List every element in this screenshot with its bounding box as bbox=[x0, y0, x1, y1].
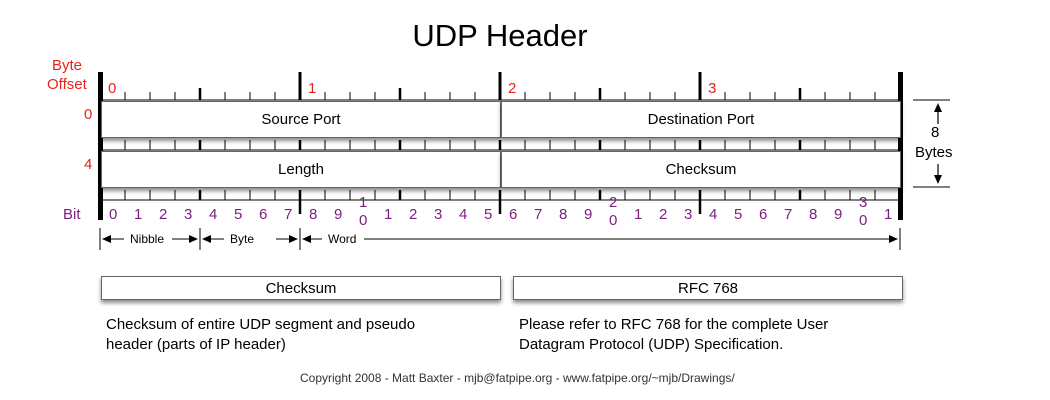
right-bar bbox=[898, 72, 903, 220]
note-rfc-text-line1: Please refer to RFC 768 for the complete… bbox=[519, 316, 829, 333]
bit-number-ones: 0 bbox=[359, 212, 368, 229]
byte-offset-label-line1: Byte bbox=[52, 57, 83, 74]
byte-offset-label-line2: Offset bbox=[47, 76, 87, 93]
bit-number: 7 bbox=[784, 206, 793, 223]
note-checksum-heading: Checksum bbox=[101, 276, 501, 300]
byte-arrow-left bbox=[202, 235, 211, 243]
bit-number: 4 bbox=[209, 206, 218, 223]
bit-number: 2 bbox=[659, 206, 668, 223]
bit-number-tens: 1 bbox=[359, 194, 368, 211]
word-arrow-right bbox=[889, 235, 898, 243]
row-offset-4: 4 bbox=[84, 156, 93, 173]
word-label: Word bbox=[328, 232, 357, 246]
checksum-field: Checksum bbox=[501, 151, 901, 188]
bit-number: 1 bbox=[134, 206, 143, 223]
bit-number: 7 bbox=[284, 206, 293, 223]
byte-arrow-right bbox=[289, 235, 298, 243]
length-field: Length bbox=[101, 151, 501, 188]
bit-number: 8 bbox=[809, 206, 818, 223]
down-arrow bbox=[934, 175, 942, 184]
bit-number-tens: 3 bbox=[859, 194, 868, 211]
bit-number: 2 bbox=[409, 206, 418, 223]
byte-number-1: 1 bbox=[308, 80, 317, 97]
bit-number: 7 bbox=[534, 206, 543, 223]
note-rfc-heading: RFC 768 bbox=[513, 276, 903, 300]
bit-number: 2 bbox=[159, 206, 168, 223]
bit-number: 1 bbox=[384, 206, 393, 223]
bit-number: 1 bbox=[884, 206, 893, 223]
source-port-label: Source Port bbox=[261, 111, 341, 128]
byte-number-0: 0 bbox=[108, 80, 117, 97]
bit-number: 0 bbox=[109, 206, 118, 223]
bit-number: 4 bbox=[459, 206, 468, 223]
bit-number: 8 bbox=[309, 206, 318, 223]
bit-number: 5 bbox=[734, 206, 743, 223]
nibble-arrow-right bbox=[189, 235, 198, 243]
note-rfc-text-line2: Datagram Protocol (UDP) Specification. bbox=[519, 336, 784, 353]
bit-number: 8 bbox=[559, 206, 568, 223]
bit-number: 3 bbox=[184, 206, 193, 223]
word-arrow-left bbox=[302, 235, 311, 243]
size-unit: Bytes bbox=[915, 144, 953, 161]
row-offset-0: 0 bbox=[84, 106, 93, 123]
bit-number: 6 bbox=[759, 206, 768, 223]
byte-label: Byte bbox=[230, 232, 255, 246]
bit-number-ones: 0 bbox=[859, 212, 868, 229]
bit-number: 9 bbox=[334, 206, 343, 223]
bit-number: 9 bbox=[834, 206, 843, 223]
diagram-title: UDP Header bbox=[412, 18, 588, 53]
byte-number-2: 2 bbox=[508, 80, 517, 97]
up-arrow bbox=[934, 103, 942, 112]
bit-number: 5 bbox=[484, 206, 493, 223]
destination-port-label: Destination Port bbox=[647, 111, 755, 128]
left-bar bbox=[98, 72, 103, 220]
bit-number: 3 bbox=[434, 206, 443, 223]
length-label: Length bbox=[278, 161, 324, 178]
size-number: 8 bbox=[931, 124, 940, 141]
bit-number: 3 bbox=[684, 206, 693, 223]
checksum-label: Checksum bbox=[665, 161, 737, 178]
bit-number: 5 bbox=[234, 206, 243, 223]
bit-number: 6 bbox=[509, 206, 518, 223]
byte-number-3: 3 bbox=[708, 80, 717, 97]
copyright: Copyright 2008 - Matt Baxter - mjb@fatpi… bbox=[300, 371, 735, 385]
bit-number: 1 bbox=[634, 206, 643, 223]
bit-number: 4 bbox=[709, 206, 718, 223]
bit-label: Bit bbox=[63, 206, 81, 223]
nibble-label: Nibble bbox=[130, 232, 165, 246]
note-checksum-text-line2: header (parts of IP header) bbox=[106, 336, 286, 353]
bit-number-ones: 0 bbox=[609, 212, 618, 229]
bit-number: 6 bbox=[259, 206, 268, 223]
bit-number-tens: 2 bbox=[609, 194, 618, 211]
nibble-arrow-left bbox=[102, 235, 111, 243]
destination-port-field: Destination Port bbox=[501, 101, 901, 138]
note-checksum-text-line1: Checksum of entire UDP segment and pseud… bbox=[106, 316, 416, 333]
source-port-field: Source Port bbox=[101, 101, 501, 138]
bit-number: 9 bbox=[584, 206, 593, 223]
